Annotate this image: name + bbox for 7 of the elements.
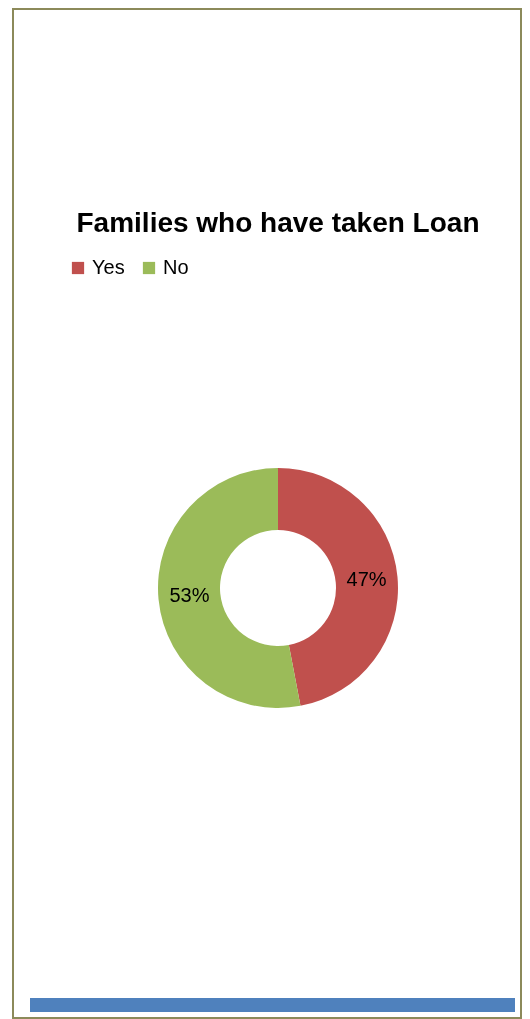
donut-slice	[158, 468, 301, 708]
legend-label: No	[163, 256, 189, 278]
donut-slice	[278, 468, 398, 706]
data-label: 47%	[346, 567, 387, 590]
data-label: 53%	[169, 584, 210, 607]
chart-title: Families who have taken Loan	[76, 207, 480, 238]
legend-label: Yes	[92, 256, 125, 278]
